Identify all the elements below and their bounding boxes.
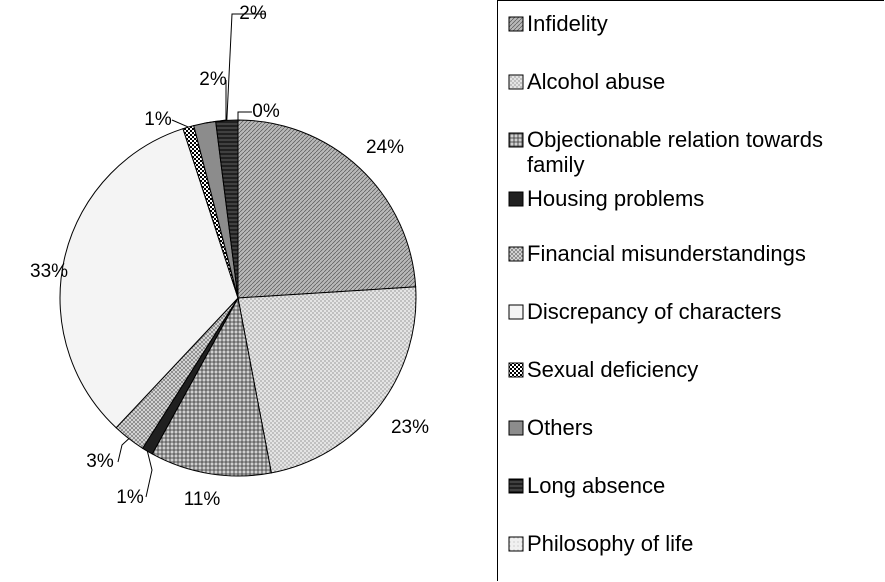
legend-item: Alcohol abuse — [508, 69, 665, 94]
legend-swatch — [508, 478, 524, 494]
pie-slice — [237, 286, 417, 474]
data-label: 2% — [239, 3, 267, 24]
data-label: 0% — [252, 101, 280, 122]
legend-label: Others — [527, 415, 594, 440]
legend-swatch — [508, 362, 524, 378]
leader-line — [226, 13, 265, 121]
legend-item: Infidelity — [508, 11, 608, 36]
legend-label: Philosophy of life — [527, 531, 694, 556]
legend-item: Financial misunderstandings — [508, 241, 806, 266]
pie-slice — [237, 119, 417, 299]
legend-label: Objectionable relation towards family — [527, 127, 823, 177]
legend-label: Long absence — [527, 473, 666, 498]
data-label: 24% — [366, 137, 404, 158]
legend-swatch — [508, 304, 524, 320]
legend-item: Housing problems — [508, 186, 704, 211]
legend-label: Housing problems — [527, 186, 705, 211]
data-label: 2% — [199, 69, 227, 90]
data-label: 23% — [391, 417, 429, 438]
legend-label: Alcohol abuse — [527, 69, 666, 94]
legend-item: Discrepancy of characters — [508, 299, 781, 324]
data-label: 11% — [184, 489, 221, 510]
leader-line — [171, 119, 189, 128]
data-label: 1% — [144, 109, 172, 130]
legend-item: Sexual deficiency — [508, 357, 698, 382]
legend-swatch — [508, 536, 524, 552]
legend: Infidelity Alcohol abuse Objectionable rel… — [497, 0, 884, 581]
legend-label: Infidelity — [527, 11, 608, 36]
legend-label: Discrepancy of characters — [527, 299, 782, 324]
data-label: 3% — [86, 451, 114, 472]
pie-chart: 24%23%11%1%3%33%1%2%2%0% — [30, 3, 429, 510]
legend-swatch — [508, 74, 524, 90]
data-label: 33% — [30, 261, 68, 282]
pie-slice — [59, 128, 239, 429]
legend-item: Objectionable relation towards family — [508, 127, 857, 177]
leader-line — [145, 451, 153, 498]
legend-item: Philosophy of life — [508, 531, 693, 556]
legend-item: Long absence — [508, 473, 665, 498]
legend-swatch — [508, 132, 524, 148]
data-label: 1% — [116, 487, 144, 508]
legend-swatch — [508, 246, 524, 262]
legend-label: Sexual deficiency — [527, 357, 699, 382]
legend-label: Financial misunderstandings — [527, 241, 806, 266]
leader-line — [237, 111, 252, 120]
legend-swatch — [508, 16, 524, 32]
pie-slice — [151, 296, 272, 477]
leader-line — [117, 438, 130, 463]
legend-swatch — [508, 420, 524, 436]
legend-swatch — [508, 191, 524, 207]
legend-item: Others — [508, 415, 593, 440]
